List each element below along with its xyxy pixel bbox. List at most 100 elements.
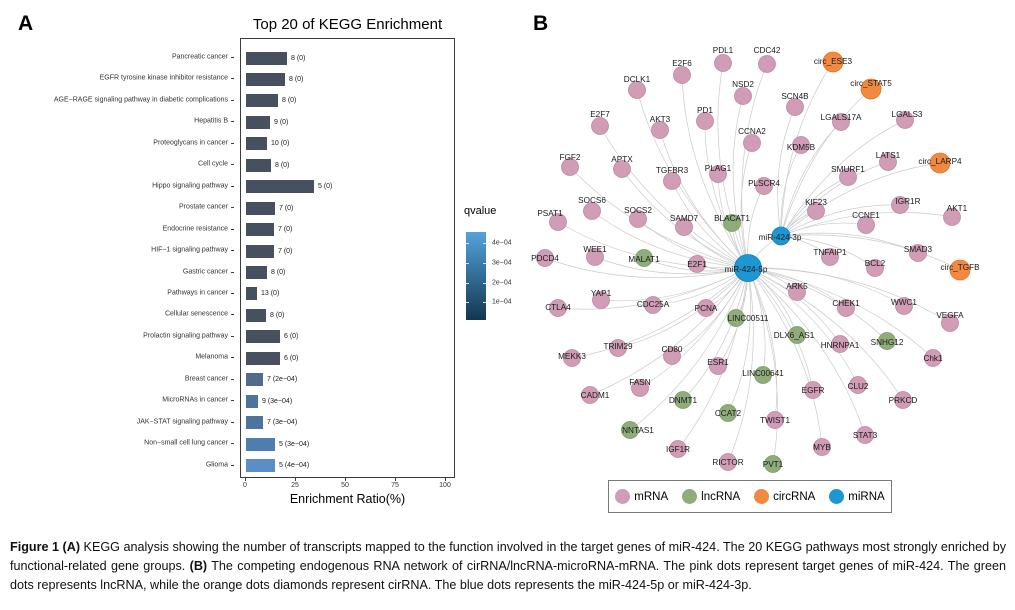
chart-title: Top 20 of KEGG Enrichment: [252, 16, 443, 33]
network-node-label: CCNA2: [738, 127, 766, 136]
network-node: [613, 160, 631, 178]
bar-category-label: Pancreatic cancer: [171, 53, 228, 61]
network-node: [709, 357, 727, 375]
bar-annotation: 8 (0): [271, 269, 286, 276]
network-node: [674, 391, 692, 409]
network-edge: [780, 119, 906, 237]
network-edge: [780, 88, 872, 237]
caption-text: The competing endogenous RNA network of …: [10, 559, 1006, 593]
bar-row: 5 (3e−04): [246, 437, 310, 451]
network-node: [635, 249, 653, 267]
bar: [246, 266, 267, 279]
bar-annotation: 6 (0): [284, 354, 299, 362]
bar-annotation: 7 (0): [278, 226, 293, 234]
legend-dot-icon: [682, 489, 698, 504]
network-node: [813, 438, 831, 456]
network-node: [714, 54, 732, 72]
network-node-label: WEE1: [583, 245, 607, 254]
bar: [246, 201, 275, 215]
bar-annotation: 7 (2e−04): [267, 376, 298, 384]
plot-panel: 8 (0) 8 (0) 8 (0) 9 (0) 10 (0) 8 (0) 5 (0) 7 (0…: [240, 38, 455, 478]
network-node: [860, 78, 882, 100]
network-edge: [637, 218, 749, 269]
network-node-label: PLSCR4: [748, 179, 780, 188]
network-node: [891, 196, 909, 214]
network-node-label: TWIST1: [760, 416, 790, 425]
x-axis-tick-label: 50: [341, 482, 349, 489]
bar-annotation: 8 (0): [291, 54, 306, 62]
bar: [246, 137, 267, 151]
bar: [246, 394, 258, 408]
network-node-label: EGFR: [802, 386, 825, 395]
network-node-label: PCNA: [695, 304, 718, 313]
y-axis-tick: [231, 164, 234, 166]
network-node-label: MEKK3: [558, 352, 586, 361]
network-node: [837, 299, 855, 317]
y-axis-tick: [231, 78, 234, 80]
network-node: [924, 349, 942, 367]
legend-label: mRNA: [634, 490, 669, 503]
qvalue-tick-mark: [483, 243, 486, 244]
bar-category-label: Non−small cell lung cancer: [144, 439, 228, 447]
network-node: [719, 404, 737, 422]
qvalue-legend-title: qvalue: [464, 205, 497, 217]
bar: [246, 287, 257, 301]
network-node: [755, 177, 773, 195]
network-legend: mRNA lncRNA circRNA miRNA: [608, 480, 892, 513]
bar-row: 9 (3e−04): [246, 394, 292, 408]
y-axis-tick: [231, 400, 234, 402]
network-node: [771, 226, 791, 246]
network-node-label: TNFAIP1: [813, 248, 847, 257]
network-edge: [741, 63, 768, 269]
qvalue-colorbar: [466, 232, 486, 320]
network-node-label: CD80: [662, 345, 683, 354]
network-node: [719, 453, 737, 471]
network-node: [583, 202, 601, 220]
bar-annotation: 7 (3e−04): [267, 419, 298, 427]
network-node-label: CADM1: [581, 391, 610, 400]
qvalue-tick-label: 3e−04: [492, 259, 512, 267]
network-node-label: BLACAT1: [714, 214, 750, 223]
network-node-label: PRKCD: [889, 396, 918, 405]
y-axis-tick: [231, 57, 234, 58]
network-edge: [780, 161, 889, 237]
bar-annotation: 10 (0): [271, 140, 290, 148]
bar: [246, 244, 274, 258]
network-node: [663, 172, 681, 190]
network-node: [792, 136, 810, 154]
qvalue-tick-mark: [466, 282, 469, 284]
network-node-label: DNMT1: [669, 396, 698, 405]
network-edge: [747, 267, 778, 465]
bar: [246, 459, 275, 473]
network-node-label: FASN: [629, 378, 650, 387]
network-node-label: SMAD3: [904, 245, 933, 254]
x-axis-tick: [345, 478, 346, 481]
network-node-label: CLU2: [848, 382, 869, 391]
qvalue-tick-label: 2e−04: [492, 279, 512, 287]
network-node: [591, 117, 609, 135]
network-node: [804, 381, 822, 399]
network-edge: [589, 267, 749, 396]
network-edge: [747, 267, 951, 324]
network-node-label: PD1: [697, 106, 713, 115]
y-axis-tick: [231, 228, 234, 230]
network-edge: [747, 267, 888, 342]
network-node: [723, 214, 741, 232]
network-node: [941, 314, 959, 332]
network-node-label: STAT3: [853, 431, 878, 440]
network-node-label: IGR1R: [895, 197, 920, 206]
qvalue-legend: qvalue 4e−04 3e−04 2e−04 1e−04: [462, 205, 532, 330]
network-edge: [727, 267, 751, 414]
bar-annotation: 5 (3e−04): [279, 440, 310, 448]
qvalue-tick-mark: [466, 262, 469, 264]
network-node: [549, 213, 567, 231]
bar-row: 8 (0): [246, 266, 285, 279]
y-axis-tick: [231, 335, 234, 337]
network-node: [586, 248, 604, 266]
bar-annotation: 9 (0): [274, 118, 289, 126]
network-edge: [591, 210, 749, 269]
network-node: [764, 455, 782, 473]
network-node-label: circ_LARP4: [918, 157, 962, 166]
network-node: [709, 165, 727, 183]
network-edge: [780, 211, 953, 237]
